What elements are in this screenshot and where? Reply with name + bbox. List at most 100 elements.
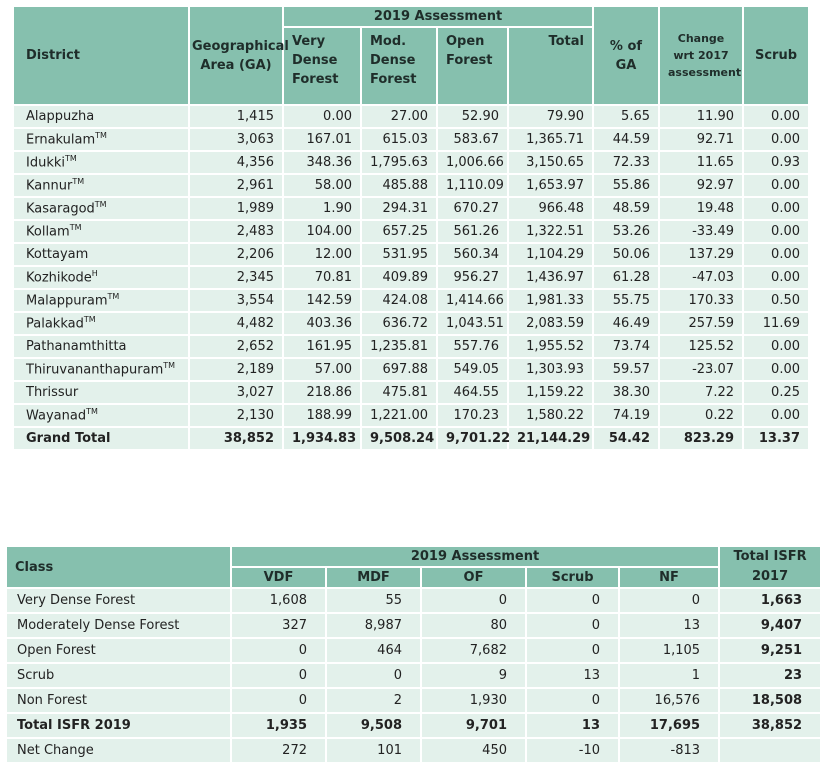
value-cell: 92.97: [658, 173, 744, 198]
district-name: Grand Total: [12, 426, 190, 451]
data-row: Scrub 0 0 9 13 1 23: [5, 662, 823, 689]
value-cell: 92.71: [658, 127, 744, 152]
value-cell: 2,130: [188, 403, 284, 428]
district-name: PalakkadTM: [12, 311, 190, 336]
value-cell: 0.00: [742, 265, 810, 290]
value-cell: 1,955.52: [507, 334, 594, 359]
header-row: District Geographical Area (GA) 2019 Asses…: [12, 5, 810, 106]
value-cell: 0.00: [742, 334, 810, 359]
value-cell: 55.86: [592, 173, 660, 198]
value-cell: 38.30: [592, 380, 660, 405]
value-cell: 13: [525, 662, 620, 689]
value-cell: 7.22: [658, 380, 744, 405]
district-mark: H: [91, 269, 98, 279]
district-mark: TM: [163, 361, 176, 371]
header-cell: Mod. Dense Forest: [360, 26, 438, 106]
value-cell: 1,043.51: [436, 311, 509, 336]
district-mark: TM: [69, 223, 82, 233]
value-cell: 0: [230, 687, 327, 714]
value-cell: 0.00: [742, 219, 810, 244]
value-cell: 0.50: [742, 288, 810, 313]
district-name: IdukkiTM: [12, 150, 190, 175]
header-cell: Change wrt 2017 assessment: [658, 5, 744, 106]
value-cell: 956.27: [436, 265, 509, 290]
value-cell: 1,104.29: [507, 242, 594, 267]
data-row: Thrissur 3,027 218.86 475.81 464.55 1,159.22 3…: [12, 380, 810, 405]
header-cell: Scrub: [742, 5, 810, 106]
value-cell: 11.69: [742, 311, 810, 336]
district-label: Kannur: [26, 178, 73, 194]
value-cell: 1,580.22: [507, 403, 594, 428]
matrix-table: Class 2019 Assessment Total ISFR 2017 VDF MD…: [5, 545, 823, 764]
value-cell: 0: [325, 662, 422, 689]
value-cell: 167.01: [282, 127, 362, 152]
value-cell: 409.89: [360, 265, 438, 290]
value-cell: 17,695: [617, 712, 721, 739]
total-cell: 38,852: [718, 712, 823, 739]
header-group: 2019 Assessment: [282, 5, 594, 28]
data-row: WayanadTM 2,130 188.99 1,221.00 170.23 1,580.…: [12, 403, 810, 428]
value-cell: 46.49: [592, 311, 660, 336]
value-cell: 1,105: [617, 637, 721, 664]
district-name: Thrissur: [12, 380, 190, 405]
value-cell: 1,981.33: [507, 288, 594, 313]
district-label: Kozhikode: [26, 270, 92, 286]
value-cell: 218.86: [282, 380, 362, 405]
district-name: MalappuramTM: [12, 288, 190, 313]
value-cell: 21,144.29: [507, 426, 594, 451]
value-cell: 1,989: [188, 196, 284, 221]
district-mark: TM: [72, 177, 85, 187]
value-cell: 636.72: [360, 311, 438, 336]
district-label: Alappuzha: [26, 109, 95, 124]
header-cell: % of GA: [592, 5, 660, 106]
value-cell: 50.06: [592, 242, 660, 267]
total-cell: 9,251: [718, 637, 823, 664]
value-cell: 0: [525, 637, 620, 664]
district-name: KozhikodeH: [12, 265, 190, 290]
district-label: Kottayam: [26, 247, 89, 262]
class-name: Non Forest: [5, 687, 232, 714]
class-name: Very Dense Forest: [5, 587, 232, 614]
value-cell: 2,189: [188, 357, 284, 382]
district-label: Malappuram: [26, 293, 108, 309]
value-cell: 101: [325, 737, 422, 764]
district-mark: TM: [94, 200, 107, 210]
value-cell: 2,483: [188, 219, 284, 244]
district-mark: TM: [86, 407, 98, 417]
value-cell: 657.25: [360, 219, 438, 244]
value-cell: 59.57: [592, 357, 660, 382]
value-cell: 170.33: [658, 288, 744, 313]
data-row: KannurTM 2,961 58.00 485.88 1,110.09 1,653.97…: [12, 173, 810, 198]
value-cell: 55: [325, 587, 422, 614]
data-row: KasaragodTM 1,989 1.90 294.31 670.27 966.48 48…: [12, 196, 810, 221]
value-cell: -23.07: [658, 357, 744, 382]
header-cell: Total ISFR 2017: [718, 545, 823, 589]
value-cell: 272: [230, 737, 327, 764]
value-cell: 1,110.09: [436, 173, 509, 198]
value-cell: 1: [617, 662, 721, 689]
value-cell: 27.00: [360, 104, 438, 129]
value-cell: 12.00: [282, 242, 362, 267]
data-row: Moderately Dense Forest 327 8,987 80 0 13 9,40…: [5, 612, 823, 639]
header-cell: OF: [420, 566, 527, 589]
value-cell: 1,414.66: [436, 288, 509, 313]
value-cell: 0: [617, 587, 721, 614]
value-cell: 16,576: [617, 687, 721, 714]
value-cell: 0: [525, 612, 620, 639]
value-cell: 1,436.97: [507, 265, 594, 290]
class-name: Moderately Dense Forest: [5, 612, 232, 639]
value-cell: 70.81: [282, 265, 362, 290]
value-cell: 561.26: [436, 219, 509, 244]
value-cell: 475.81: [360, 380, 438, 405]
header-cell: Class: [5, 545, 232, 589]
class-name: Scrub: [5, 662, 232, 689]
data-row: Very Dense Forest 1,608 55 0 0 0 1,663: [5, 587, 823, 614]
value-cell: 137.29: [658, 242, 744, 267]
value-cell: 170.23: [436, 403, 509, 428]
district-name: Pathanamthitta: [12, 334, 190, 359]
value-cell: 9,701: [420, 712, 527, 739]
value-cell: 1,608: [230, 587, 327, 614]
value-cell: 13.37: [742, 426, 810, 451]
value-cell: 73.74: [592, 334, 660, 359]
